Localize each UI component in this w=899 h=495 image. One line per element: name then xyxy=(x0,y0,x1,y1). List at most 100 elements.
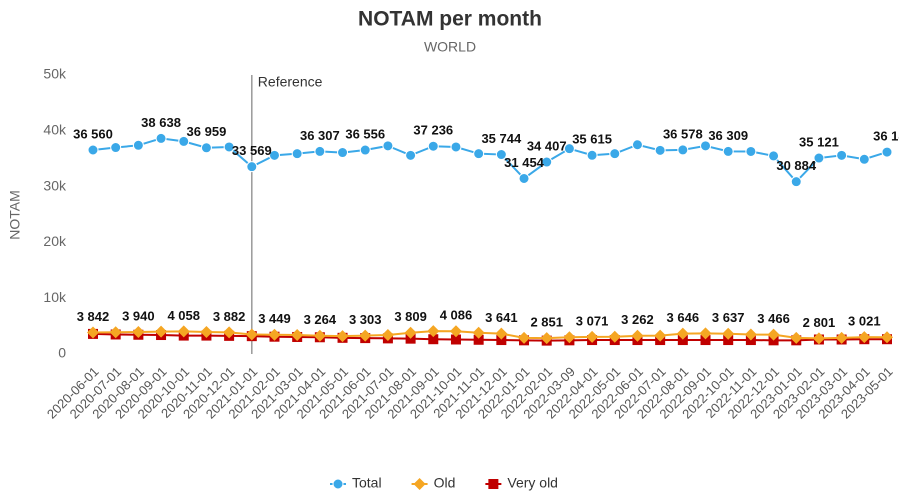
data-label: 3 641 xyxy=(485,310,518,325)
point xyxy=(268,328,281,341)
point xyxy=(200,325,213,338)
data-label: 3 940 xyxy=(122,308,155,323)
point xyxy=(87,326,99,339)
point xyxy=(767,328,780,341)
point xyxy=(427,140,439,152)
point xyxy=(881,146,893,158)
point xyxy=(654,329,667,342)
point xyxy=(722,145,734,157)
y-tick-label: 50k xyxy=(43,66,67,82)
legend-label: Total xyxy=(352,475,382,491)
point xyxy=(858,331,871,344)
point xyxy=(336,330,349,343)
point xyxy=(404,326,417,339)
chart-title: NOTAM per month xyxy=(358,8,542,31)
data-label: 3 303 xyxy=(349,312,382,327)
point xyxy=(155,325,168,338)
data-label: 3 262 xyxy=(621,312,654,327)
point xyxy=(337,147,349,159)
data-label: 4 058 xyxy=(167,308,200,323)
point xyxy=(427,325,440,338)
point xyxy=(677,144,689,156)
point xyxy=(177,325,190,338)
legend-item: Old xyxy=(411,475,456,491)
data-label: 35 615 xyxy=(572,132,612,147)
data-label: 36 560 xyxy=(73,126,113,141)
data-label: 3 637 xyxy=(712,310,745,325)
point xyxy=(428,334,439,345)
y-tick-label: 40k xyxy=(43,122,67,138)
data-label: 36 959 xyxy=(187,124,227,139)
data-label: 31 454 xyxy=(504,155,545,170)
y-axis-label: NOTAM xyxy=(7,190,23,240)
point xyxy=(450,334,461,345)
y-tick-label: 0 xyxy=(58,345,66,361)
data-label: 34 407 xyxy=(527,138,567,153)
point xyxy=(473,334,484,345)
point xyxy=(677,335,688,346)
point xyxy=(155,132,167,144)
point xyxy=(790,176,802,188)
data-label: 36 307 xyxy=(300,128,340,143)
data-label: 2 801 xyxy=(803,315,836,330)
point xyxy=(631,329,644,342)
point xyxy=(540,332,553,345)
series xyxy=(87,132,893,188)
point xyxy=(608,330,621,343)
point xyxy=(223,326,236,339)
point xyxy=(382,140,394,152)
point xyxy=(109,326,122,339)
point xyxy=(563,331,576,344)
data-label: 35 121 xyxy=(799,134,839,149)
point xyxy=(450,141,462,153)
point xyxy=(676,327,689,340)
point xyxy=(496,335,507,346)
point xyxy=(313,329,326,342)
point xyxy=(381,329,394,342)
point xyxy=(178,135,190,147)
point xyxy=(723,335,734,346)
point xyxy=(200,142,212,154)
point xyxy=(836,149,848,161)
data-label: 36 578 xyxy=(663,126,703,141)
data-label: 2 851 xyxy=(530,315,563,330)
point xyxy=(488,479,499,489)
data-label: 3 882 xyxy=(213,309,246,324)
legend-label: Old xyxy=(434,475,456,491)
point xyxy=(405,149,417,161)
data-label: 3 264 xyxy=(304,312,337,327)
data-label: 37 236 xyxy=(413,123,453,138)
point xyxy=(110,142,122,154)
data-label: 36 189 xyxy=(873,129,899,144)
data-label: 36 309 xyxy=(708,128,748,143)
point xyxy=(495,327,508,340)
chart-subtitle: WORLD xyxy=(424,39,476,55)
point xyxy=(654,144,666,156)
point xyxy=(745,145,757,157)
point xyxy=(495,149,507,161)
point xyxy=(223,141,235,153)
point xyxy=(314,145,326,157)
point xyxy=(744,328,757,341)
point xyxy=(473,148,485,160)
point xyxy=(449,325,462,338)
legend-item: Total xyxy=(330,475,382,491)
point xyxy=(291,329,304,342)
point xyxy=(359,144,371,156)
point xyxy=(768,150,780,162)
point xyxy=(291,148,303,160)
point xyxy=(813,152,825,164)
point xyxy=(835,331,848,344)
point xyxy=(631,139,643,151)
data-label: 35 744 xyxy=(481,131,522,146)
point xyxy=(332,478,344,490)
point xyxy=(586,149,598,161)
legend-label: Very old xyxy=(507,475,558,491)
point xyxy=(881,331,893,344)
data-label: 4 086 xyxy=(440,308,473,323)
point xyxy=(87,144,99,156)
data-label: 3 449 xyxy=(258,311,291,326)
point xyxy=(359,329,372,342)
data-label: 30 884 xyxy=(776,158,817,173)
